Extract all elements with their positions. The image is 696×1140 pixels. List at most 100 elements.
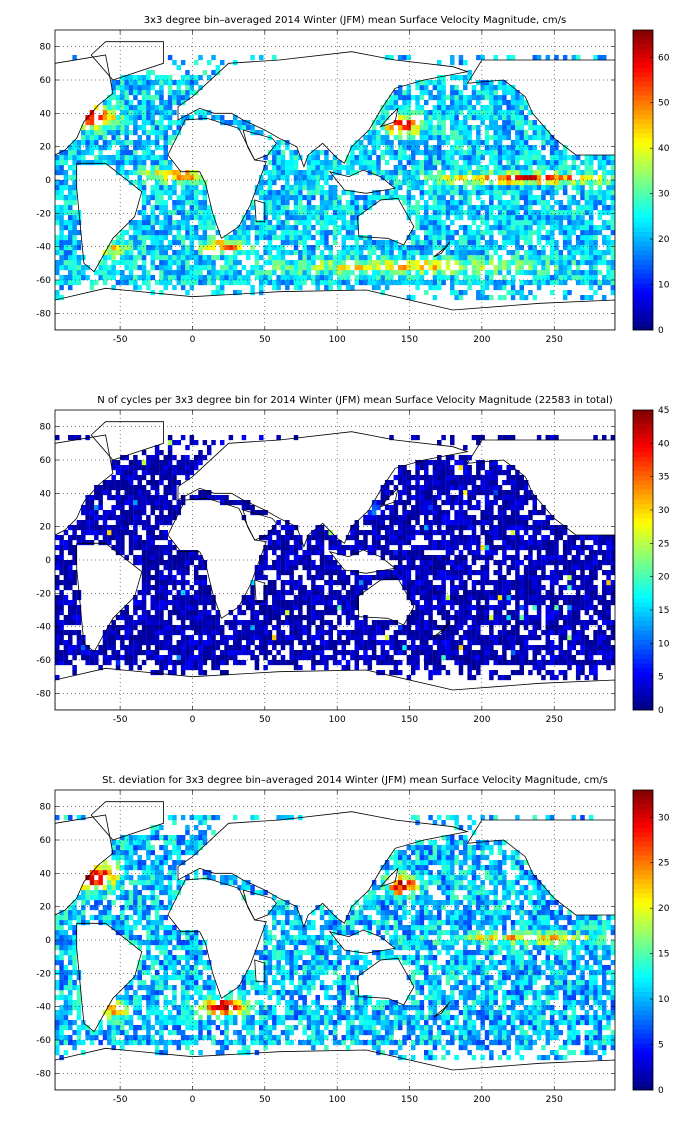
- heatmap-cell-834: [193, 195, 199, 201]
- heatmap-cell-1990: [428, 150, 433, 156]
- heatmap-cell-2097: [441, 170, 446, 176]
- heatmap-cell-2465: [484, 90, 490, 96]
- heatmap-cell-1979: [428, 220, 433, 226]
- heatmap-cell-9: [55, 620, 60, 626]
- heatmap-cell-2380: [476, 190, 481, 196]
- heatmap-cell-848: [198, 580, 203, 586]
- heatmap-cell-77: [68, 250, 73, 256]
- heatmap-cell-2812: [528, 165, 533, 171]
- heatmap-cell-2509: [493, 240, 498, 246]
- heatmap-cell-973: [232, 255, 238, 261]
- heatmap-cell-361: [128, 100, 134, 106]
- heatmap-cell-12: [55, 210, 60, 216]
- heatmap-cell-342: [128, 260, 134, 266]
- heatmap-cell-1307: [311, 575, 316, 581]
- heatmap-cell-253: [111, 95, 116, 101]
- heatmap-cell-2355: [471, 125, 477, 131]
- heatmap-cell-2352: [471, 150, 477, 156]
- heatmap-cell-1637: [376, 285, 381, 291]
- heatmap-cell-1739: [393, 175, 399, 181]
- heatmap-cell-3130: [584, 210, 590, 216]
- heatmap-cell-632: [163, 160, 169, 166]
- heatmap-cell-721: [176, 465, 182, 471]
- heatmap-cell-1522: [350, 235, 355, 241]
- heatmap-cell-1181: [285, 530, 290, 536]
- heatmap-cell-676: [167, 80, 173, 86]
- heatmap-cell-1208: [289, 525, 294, 531]
- heatmap-cell-1403: [332, 655, 338, 661]
- heatmap-cell-1521: [350, 245, 355, 251]
- heatmap-cell-620: [163, 490, 169, 496]
- heatmap-cell-1025: [254, 635, 260, 641]
- heatmap-cell-2513: [493, 205, 498, 211]
- heatmap-cell-749: [180, 500, 186, 506]
- heatmap-cell-649: [167, 540, 173, 546]
- heatmap-cell-1508: [345, 220, 351, 226]
- heatmap-cell-2206: [454, 140, 459, 146]
- heatmap-cell-1201: [285, 200, 290, 206]
- heatmap-cell-1777: [397, 55, 403, 61]
- heatmap-cell-533: [150, 85, 155, 91]
- heatmap-cell-2793: [528, 260, 533, 266]
- heatmap-cell-2346: [471, 185, 477, 191]
- heatmap-cell-2017: [432, 205, 438, 211]
- heatmap-cell-481: [146, 175, 151, 181]
- heatmap-cell-2055: [437, 195, 442, 201]
- heatmap-cell-440: [141, 490, 147, 496]
- heatmap-cell-723: [176, 175, 182, 181]
- heatmap-cell-3267: [610, 210, 615, 216]
- heatmap-cell-1973: [428, 250, 433, 256]
- heatmap-cell-1106: [272, 590, 277, 596]
- heatmap-cell-1771: [397, 115, 403, 121]
- heatmap-cell-767: [185, 270, 190, 276]
- heatmap-cell-248: [111, 125, 116, 131]
- heatmap-cell-458: [141, 120, 147, 126]
- heatmap-cell-2469: [489, 280, 494, 286]
- heatmap-cell-607: [163, 580, 169, 586]
- heatmap-cell-587: [159, 190, 164, 196]
- heatmap-cell-1490: [354, 650, 360, 656]
- heatmap-cell-386: [137, 640, 142, 646]
- heatmap-cell-1047: [254, 130, 260, 136]
- heatmap-cell-1283: [306, 570, 312, 576]
- heatmap-cell-2179: [450, 85, 455, 91]
- heatmap-cell-125: [76, 525, 82, 531]
- heatmap-cell-108: [72, 220, 77, 226]
- heatmap-cell-538: [154, 550, 160, 556]
- heatmap-cell-302: [124, 625, 129, 631]
- heatmap-cell-1143: [280, 640, 286, 646]
- heatmap-cell-2180: [450, 75, 455, 81]
- heatmap-cell-1638: [376, 280, 381, 286]
- heatmap-cell-2060: [437, 170, 442, 176]
- heatmap-cell-450: [146, 640, 151, 646]
- heatmap-cell-1092: [267, 540, 273, 546]
- heatmap-cell-465: [141, 85, 147, 91]
- heatmap-cell-301: [120, 110, 125, 116]
- heatmap-cell-1609: [367, 160, 373, 166]
- heatmap-cell-3069: [571, 160, 577, 166]
- heatmap-cell-2038: [437, 285, 442, 291]
- heatmap-cell-1008: [246, 275, 251, 281]
- heatmap-cell-182: [98, 540, 103, 546]
- heatmap-cell-488: [150, 620, 155, 626]
- heatmap-cell-1067: [263, 275, 268, 281]
- heatmap-cell-1187: [289, 645, 294, 651]
- heatmap-cell-1098: [272, 640, 277, 646]
- heatmap-cell-1275: [306, 620, 312, 626]
- heatmap-cell-717: [176, 220, 182, 226]
- heatmap-cell-956: [224, 120, 229, 126]
- heatmap-cell-1290: [306, 535, 312, 541]
- heatmap-cell-1024: [250, 250, 255, 256]
- heatmap-cell-415: [137, 155, 142, 161]
- heatmap-cell-1526: [350, 215, 355, 221]
- heatmap-cell-1988: [428, 160, 433, 166]
- heatmap-cell-727: [176, 120, 182, 126]
- heatmap-cell-184: [98, 525, 103, 531]
- heatmap-cell-1298: [302, 195, 307, 201]
- heatmap-cell-2597: [502, 145, 507, 151]
- heatmap-cell-3067: [571, 180, 577, 186]
- heatmap-cell-925: [215, 285, 221, 291]
- heatmap-cell-1393: [328, 575, 333, 581]
- heatmap-cell-1036: [254, 265, 260, 271]
- heatmap-cell-1301: [311, 605, 316, 611]
